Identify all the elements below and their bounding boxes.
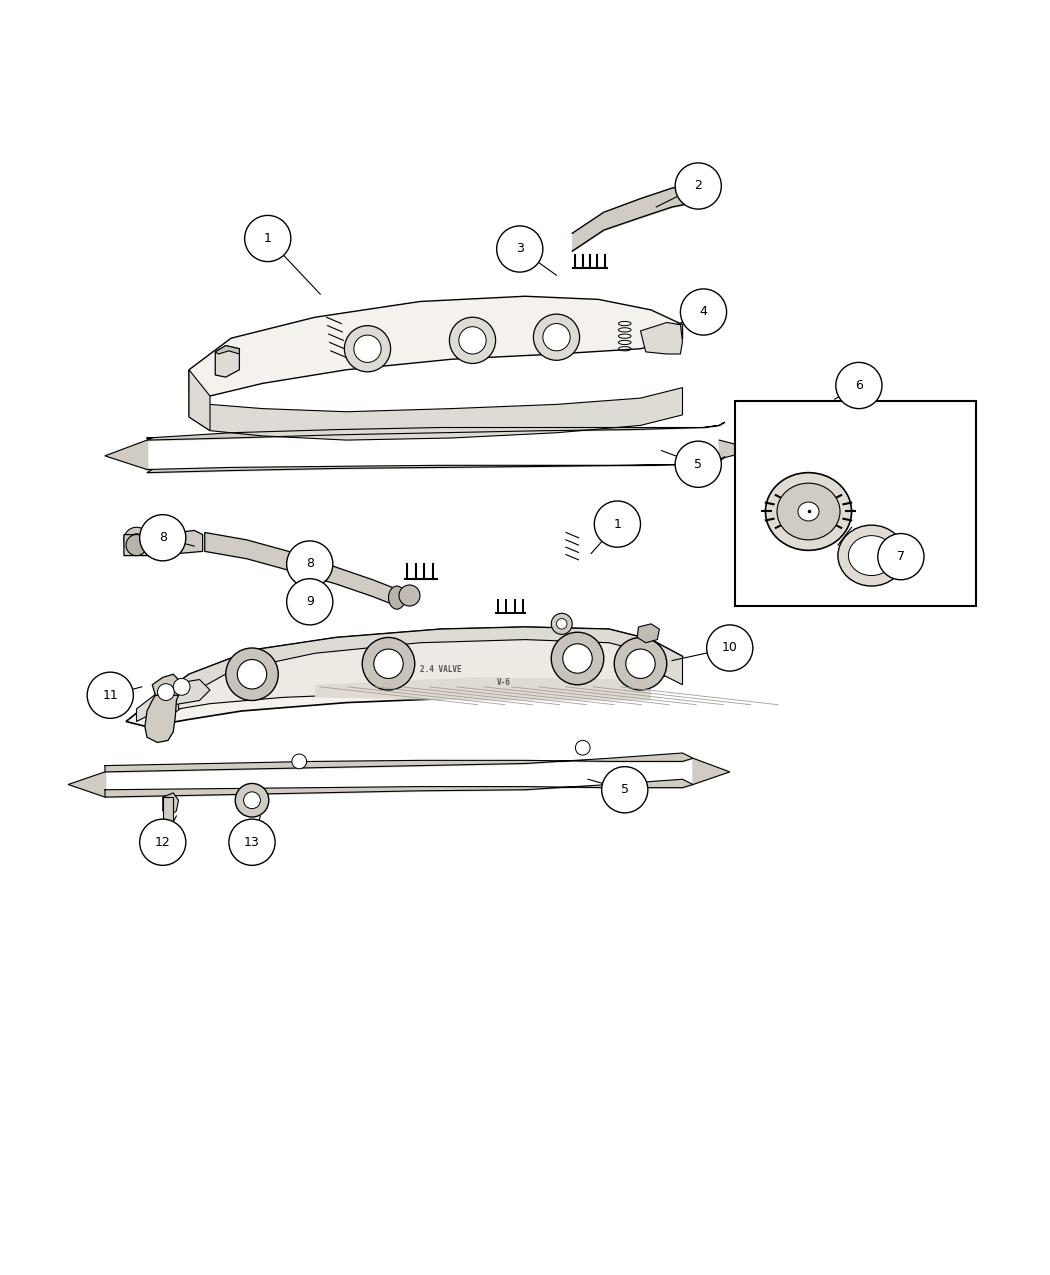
- Text: 1: 1: [613, 518, 622, 530]
- Polygon shape: [189, 370, 210, 431]
- Circle shape: [459, 326, 486, 354]
- Polygon shape: [189, 296, 682, 397]
- Text: 11: 11: [103, 688, 118, 701]
- Text: 6: 6: [855, 379, 863, 391]
- FancyBboxPatch shape: [735, 402, 977, 606]
- Text: 13: 13: [244, 835, 260, 849]
- Circle shape: [551, 632, 604, 685]
- Circle shape: [563, 644, 592, 673]
- Text: 5: 5: [621, 783, 629, 797]
- Ellipse shape: [777, 483, 840, 539]
- Text: 7: 7: [897, 550, 905, 564]
- Circle shape: [158, 683, 174, 700]
- Circle shape: [626, 649, 655, 678]
- Circle shape: [374, 649, 403, 678]
- Polygon shape: [719, 440, 756, 459]
- Circle shape: [126, 534, 147, 556]
- Circle shape: [173, 678, 190, 695]
- Polygon shape: [163, 793, 178, 816]
- Ellipse shape: [388, 586, 405, 609]
- Ellipse shape: [848, 536, 895, 575]
- Ellipse shape: [838, 525, 905, 586]
- Text: 10: 10: [721, 641, 738, 654]
- Polygon shape: [124, 530, 203, 556]
- Polygon shape: [152, 674, 179, 700]
- Ellipse shape: [798, 502, 819, 521]
- Polygon shape: [640, 323, 682, 354]
- Circle shape: [675, 163, 721, 209]
- Polygon shape: [189, 388, 682, 440]
- Text: 9: 9: [306, 595, 314, 608]
- Polygon shape: [215, 346, 239, 354]
- Polygon shape: [126, 627, 682, 727]
- Circle shape: [237, 659, 267, 689]
- Circle shape: [344, 325, 391, 372]
- Text: 2.4 VALVE: 2.4 VALVE: [420, 664, 462, 673]
- Ellipse shape: [765, 473, 852, 551]
- Text: 8: 8: [306, 557, 314, 570]
- Circle shape: [614, 638, 667, 690]
- Circle shape: [362, 638, 415, 690]
- Polygon shape: [215, 346, 239, 377]
- Polygon shape: [163, 797, 173, 836]
- Text: V-6: V-6: [497, 678, 511, 687]
- Circle shape: [602, 766, 648, 813]
- Circle shape: [235, 783, 269, 817]
- Circle shape: [543, 324, 570, 351]
- Circle shape: [680, 289, 727, 335]
- Circle shape: [130, 533, 143, 546]
- Polygon shape: [693, 759, 730, 784]
- Polygon shape: [315, 677, 651, 700]
- Text: 3: 3: [516, 242, 524, 255]
- Circle shape: [449, 317, 496, 363]
- Polygon shape: [637, 623, 659, 643]
- Circle shape: [675, 441, 721, 487]
- Text: 8: 8: [159, 532, 167, 544]
- Circle shape: [87, 672, 133, 718]
- Circle shape: [245, 215, 291, 261]
- Text: 2: 2: [694, 180, 702, 193]
- Polygon shape: [147, 627, 682, 732]
- Circle shape: [124, 528, 149, 552]
- Polygon shape: [178, 640, 662, 709]
- Circle shape: [140, 819, 186, 866]
- Circle shape: [244, 792, 260, 808]
- Circle shape: [533, 314, 580, 361]
- Circle shape: [707, 625, 753, 671]
- Circle shape: [497, 226, 543, 272]
- Circle shape: [229, 819, 275, 866]
- Polygon shape: [145, 695, 178, 742]
- Polygon shape: [68, 771, 105, 797]
- Text: 5: 5: [694, 458, 702, 470]
- Circle shape: [575, 741, 590, 755]
- Polygon shape: [205, 533, 397, 606]
- Circle shape: [878, 533, 924, 580]
- Circle shape: [551, 613, 572, 635]
- Circle shape: [287, 579, 333, 625]
- Ellipse shape: [684, 189, 702, 199]
- Polygon shape: [105, 440, 147, 469]
- Circle shape: [836, 362, 882, 408]
- Circle shape: [399, 585, 420, 606]
- Text: 4: 4: [699, 306, 708, 319]
- Circle shape: [292, 754, 307, 769]
- Text: 1: 1: [264, 232, 272, 245]
- Polygon shape: [136, 680, 210, 722]
- Circle shape: [287, 541, 333, 587]
- Circle shape: [226, 648, 278, 700]
- Text: 12: 12: [155, 835, 170, 849]
- Circle shape: [556, 618, 567, 629]
- Circle shape: [354, 335, 381, 362]
- Circle shape: [594, 501, 640, 547]
- Circle shape: [140, 515, 186, 561]
